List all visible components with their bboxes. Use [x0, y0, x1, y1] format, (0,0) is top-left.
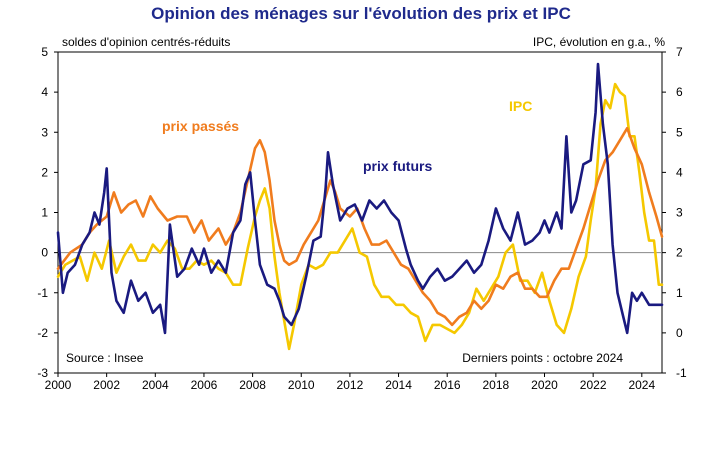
x-tick-label: 2018 [483, 378, 510, 392]
left-axis: 5 4 3 2 1 0 -1 -2 -3 [37, 45, 58, 380]
x-tick-label: 2000 [45, 378, 72, 392]
right-tick-label: 1 [676, 286, 683, 300]
x-tick-label: 2020 [531, 378, 558, 392]
source-note: Source : Insee [66, 351, 144, 365]
right-axis-label: IPC, évolution en g.a., % [533, 35, 665, 49]
label-prix-futurs: prix futurs [363, 158, 432, 174]
label-prix-passes: prix passés [162, 118, 239, 134]
series-layer [56, 62, 664, 351]
right-tick-label: -1 [676, 366, 687, 380]
x-tick-label: 2006 [191, 378, 218, 392]
right-tick-label: 3 [676, 206, 683, 220]
x-tick-label: 2014 [385, 378, 412, 392]
x-tick-label: 2012 [337, 378, 364, 392]
label-ipc: IPC [509, 98, 532, 114]
right-tick-label: 4 [676, 165, 683, 179]
x-axis: 2000 2002 2004 2006 2008 2010 2012 2014 2016 2018… [45, 373, 655, 392]
left-tick-label: -2 [37, 326, 48, 340]
left-tick-label: -3 [37, 366, 48, 380]
left-tick-label: 3 [41, 125, 48, 139]
left-tick-label: 0 [41, 246, 48, 260]
right-tick-label: 7 [676, 45, 683, 59]
last-point-note: Derniers points : octobre 2024 [462, 351, 623, 365]
left-tick-label: 4 [41, 85, 48, 99]
x-tick-label: 2022 [580, 378, 607, 392]
x-tick-label: 2016 [434, 378, 461, 392]
left-axis-label: soldes d'opinion centrés-réduits [62, 35, 230, 49]
x-tick-label: 2004 [142, 378, 169, 392]
right-tick-label: 2 [676, 246, 683, 260]
x-tick-label: 2010 [288, 378, 315, 392]
left-tick-label: -1 [37, 286, 48, 300]
chart-title: Opinion des ménages sur l'évolution des … [151, 4, 571, 23]
series-line-prix-futurs [56, 62, 664, 335]
left-tick-label: 1 [41, 206, 48, 220]
x-tick-label: 2024 [628, 378, 655, 392]
left-tick-label: 5 [41, 45, 48, 59]
right-tick-label: 0 [676, 326, 683, 340]
right-axis: 7 6 5 4 3 2 1 0 -1 [662, 45, 687, 380]
x-tick-label: 2008 [239, 378, 266, 392]
series-line-prix-passes [56, 126, 664, 327]
right-tick-label: 5 [676, 125, 683, 139]
x-tick-label: 2002 [93, 378, 120, 392]
left-tick-label: 2 [41, 165, 48, 179]
right-tick-label: 6 [676, 85, 683, 99]
